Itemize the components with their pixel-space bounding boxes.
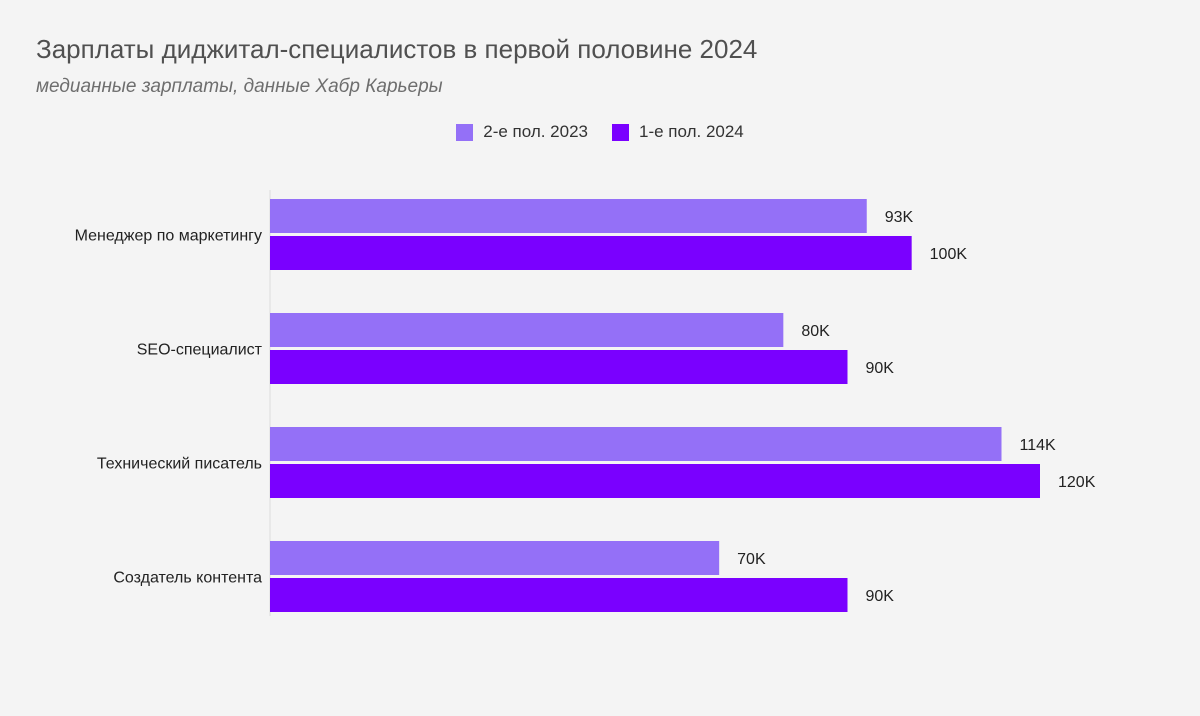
data-label: 114K <box>1020 437 1057 454</box>
bar-2023[interactable] <box>270 313 784 347</box>
bar-2023[interactable] <box>270 427 1002 461</box>
bar-2023[interactable] <box>270 199 867 233</box>
data-label: 90K <box>866 360 895 377</box>
chart-subtitle: медианные зарплаты, данные Хабр Карьеры <box>36 76 443 97</box>
legend-label-2023: 2-е пол. 2023 <box>483 122 588 141</box>
category-label: Менеджер по маркетингу <box>75 228 262 245</box>
data-label: 93K <box>885 209 914 226</box>
data-label: 100K <box>930 246 968 263</box>
category-label: Создатель контента <box>113 570 262 587</box>
legend-item-2024[interactable]: 1-е пол. 2024 <box>612 122 744 142</box>
bar-2024[interactable] <box>270 236 912 270</box>
data-label: 90K <box>866 588 895 605</box>
legend-item-2023[interactable]: 2-е пол. 2023 <box>456 122 588 142</box>
data-label: 120K <box>1058 474 1096 491</box>
legend-label-2024: 1-е пол. 2024 <box>639 122 744 141</box>
legend-swatch-2024 <box>612 123 629 141</box>
bar-2024[interactable] <box>270 464 1040 498</box>
category-label: SEO-специалист <box>137 342 263 359</box>
data-label: 70K <box>737 551 766 568</box>
category-label: Технический писатель <box>97 456 262 473</box>
chart-title: Зарплаты диджитал-специалистов в первой … <box>36 34 758 64</box>
bar-2024[interactable] <box>270 578 848 612</box>
legend: 2-е пол. 2023 1-е пол. 2024 <box>0 122 1200 142</box>
bar-2024[interactable] <box>270 350 848 384</box>
data-label: 80K <box>801 323 830 340</box>
bar-2023[interactable] <box>270 541 720 575</box>
legend-swatch-2023 <box>456 123 474 141</box>
